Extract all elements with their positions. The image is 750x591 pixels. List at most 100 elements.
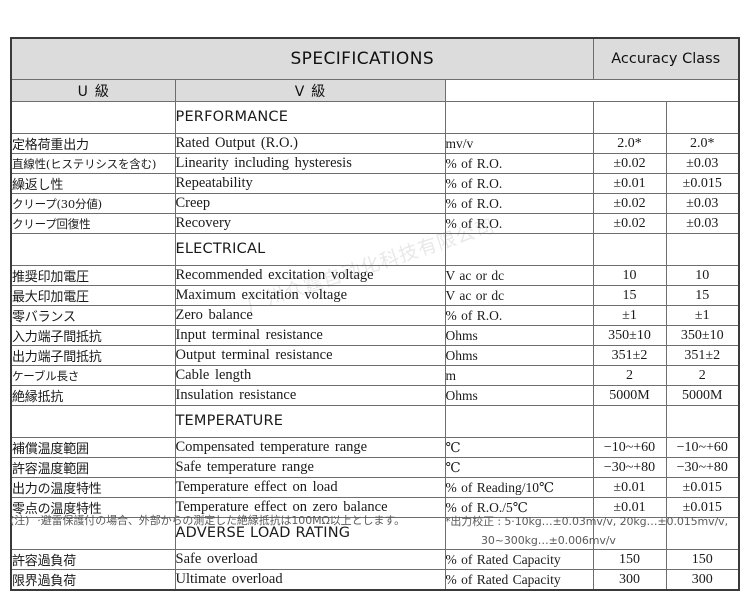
- cell-value-class-v: ±0.015: [665, 477, 740, 498]
- cell-value-class-u: 350±10: [592, 325, 667, 346]
- cell-value-class-v: ±0.03: [665, 213, 740, 234]
- section-spacer-v: [665, 517, 740, 550]
- cell-unit: m: [444, 365, 594, 386]
- cell-value-class-v: −10~+60: [665, 437, 740, 458]
- table-row: 繰返し性 Repeatability% of R.O. ±0.01 ±0.015: [10, 173, 740, 194]
- section-title: PERFORMANCE: [174, 101, 446, 134]
- cell-english-label: Temperature effect on load: [174, 477, 446, 498]
- cell-unit: % of R.O.: [444, 213, 594, 234]
- cell-value-class-u: 2: [592, 365, 667, 386]
- cell-unit: Ohms: [444, 385, 594, 406]
- section-spacer-unit: [444, 233, 594, 266]
- table-row: 推奨印加電圧 Recommended excitation voltage V ac…: [10, 265, 740, 286]
- table-row: 直線性(ヒステリシスを含む) Linearity including hyster…: [10, 153, 740, 174]
- cell-value-class-u: 351±2: [592, 345, 667, 366]
- header-specifications: SPECIFICATIONS: [10, 37, 594, 80]
- table-row: 最大印加電圧 Maximum excitation voltage V ac or …: [10, 285, 740, 306]
- section-spacer-jp: [10, 101, 176, 134]
- section-spacer-unit: [444, 405, 594, 438]
- cell-japanese-label: ケーブル長さ: [10, 365, 176, 386]
- cell-unit: mv/v: [444, 133, 594, 154]
- cell-english-label: Recommended excitation voltage: [174, 265, 446, 286]
- cell-unit: Ohms: [444, 325, 594, 346]
- cell-english-label: Output terminal resistance: [174, 345, 446, 366]
- note-right: *出力校正 : 5·10kg…±0.03mv/v, 20kg…±0.015mv/…: [445, 512, 745, 551]
- table-row: ケーブル長さ Cable length m 2 2: [10, 365, 740, 386]
- cell-english-label: Insulation resistance: [174, 385, 446, 406]
- note-right-line2: 30~300kg…±0.006mv/v: [481, 534, 616, 548]
- cell-japanese-label: 入力端子間抵抗: [10, 325, 176, 346]
- cell-english-label: Creep: [174, 193, 446, 214]
- cell-value-class-u: ±0.01: [592, 173, 667, 194]
- cell-value-class-u: 10: [592, 265, 667, 286]
- section-spacer-v: [665, 405, 740, 438]
- cell-value-class-u: ±0.02: [592, 213, 667, 234]
- cell-unit: ℃: [444, 437, 594, 458]
- cell-value-class-v: 5000M: [665, 385, 740, 406]
- cell-value-class-u: −10~+60: [592, 437, 667, 458]
- header-row-main: SPECIFICATIONS Accuracy Class: [10, 37, 740, 80]
- cell-unit: % of R.O.: [444, 153, 594, 174]
- section-header-row: ELECTRICAL: [10, 233, 740, 266]
- cell-value-class-u: 15: [592, 285, 667, 306]
- cell-value-class-v: 15: [665, 285, 740, 306]
- cell-value-class-v: ±0.03: [665, 153, 740, 174]
- section-header-row: PERFORMANCE: [10, 101, 740, 134]
- cell-japanese-label: 許容過負荷: [10, 549, 176, 570]
- table-row: クリープ回復性 Recovery% of R.O. ±0.02 ±0.03: [10, 213, 740, 234]
- table-body: PERFORMANCE 定格荷重出力 Rated Output (R.O.) mv/v…: [10, 101, 740, 591]
- cell-value-class-v: −30~+80: [665, 457, 740, 478]
- table-row: 零バランス Zero balance% of R.O. ±1 ±1: [10, 305, 740, 326]
- cell-japanese-label: クリープ(30分値): [10, 193, 176, 214]
- section-spacer-u: [592, 101, 667, 134]
- table-row: 許容過負荷 Safe overload% of Rated Capacity 150…: [10, 549, 740, 570]
- section-spacer-jp: [10, 233, 176, 266]
- table-row: 許容温度範囲 Safe temperature range ℃ −30~+80 −30~…: [10, 457, 740, 478]
- table-row: クリープ(30分値) Creep% of R.O. ±0.02 ±0.03: [10, 193, 740, 214]
- cell-japanese-label: 許容温度範囲: [10, 457, 176, 478]
- section-title: ELECTRICAL: [174, 233, 446, 266]
- cell-value-class-v: 150: [665, 549, 740, 570]
- cell-value-class-u: −30~+80: [592, 457, 667, 478]
- cell-unit: % of Rated Capacity: [444, 549, 594, 570]
- cell-unit: V ac or dc: [444, 285, 594, 306]
- cell-value-class-v: ±0.03: [665, 193, 740, 214]
- cell-unit: % of Rated Capacity: [444, 569, 594, 591]
- cell-value-class-u: 150: [592, 549, 667, 570]
- cell-value-class-u: 5000M: [592, 385, 667, 406]
- cell-unit: % of R.O./5℃: [444, 497, 594, 518]
- cell-value-class-u: 2.0*: [592, 133, 667, 154]
- cell-unit: ℃: [444, 457, 594, 478]
- section-header-row: TEMPERATURE: [10, 405, 740, 438]
- cell-unit: Ohms: [444, 345, 594, 366]
- cell-english-label: Maximum excitation voltage: [174, 285, 446, 306]
- cell-english-label: Compensated temperature range: [174, 437, 446, 458]
- section-header-row: ADVERSE LOAD RATING: [10, 517, 740, 550]
- table-row: 補償温度範囲 Compensated temperature range ℃ −10~…: [10, 437, 740, 458]
- section-title: TEMPERATURE: [174, 405, 446, 438]
- table-row: 絶縁抵抗 Insulation resistance Ohms 5000M 5000M: [10, 385, 740, 406]
- section-spacer-v: [665, 233, 740, 266]
- cell-japanese-label: 補償温度範囲: [10, 437, 176, 458]
- cell-english-label: Input terminal resistance: [174, 325, 446, 346]
- cell-value-class-v: 10: [665, 265, 740, 286]
- class-v-suffix: 級: [311, 83, 326, 100]
- cell-english-label: Cable length: [174, 365, 446, 386]
- cell-japanese-label: 定格荷重出力: [10, 133, 176, 154]
- cell-value-class-u: ±0.02: [592, 193, 667, 214]
- cell-japanese-label: 繰返し性: [10, 173, 176, 194]
- cell-japanese-label: 限界過負荷: [10, 569, 176, 591]
- cell-unit: % of R.O.: [444, 305, 594, 326]
- table-row: 出力端子間抵抗 Output terminal resistance Ohms 351…: [10, 345, 740, 366]
- table-row: 入力端子間抵抗 Input terminal resistance Ohms 350±…: [10, 325, 740, 346]
- class-v-letter: V: [294, 83, 305, 100]
- table-row: 定格荷重出力 Rated Output (R.O.) mv/v 2.0* 2.0*: [10, 133, 740, 154]
- class-u-suffix: 級: [94, 83, 109, 100]
- cell-value-class-v: 351±2: [665, 345, 740, 366]
- section-spacer-u: [592, 233, 667, 266]
- header-accuracy-class: Accuracy Class: [592, 37, 740, 80]
